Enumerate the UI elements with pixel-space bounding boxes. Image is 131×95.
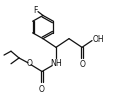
Text: NH: NH: [50, 59, 62, 68]
Text: O: O: [39, 85, 45, 94]
Text: O: O: [80, 60, 86, 69]
Text: O: O: [27, 59, 33, 68]
Text: OH: OH: [93, 35, 105, 44]
Text: F: F: [33, 6, 37, 15]
